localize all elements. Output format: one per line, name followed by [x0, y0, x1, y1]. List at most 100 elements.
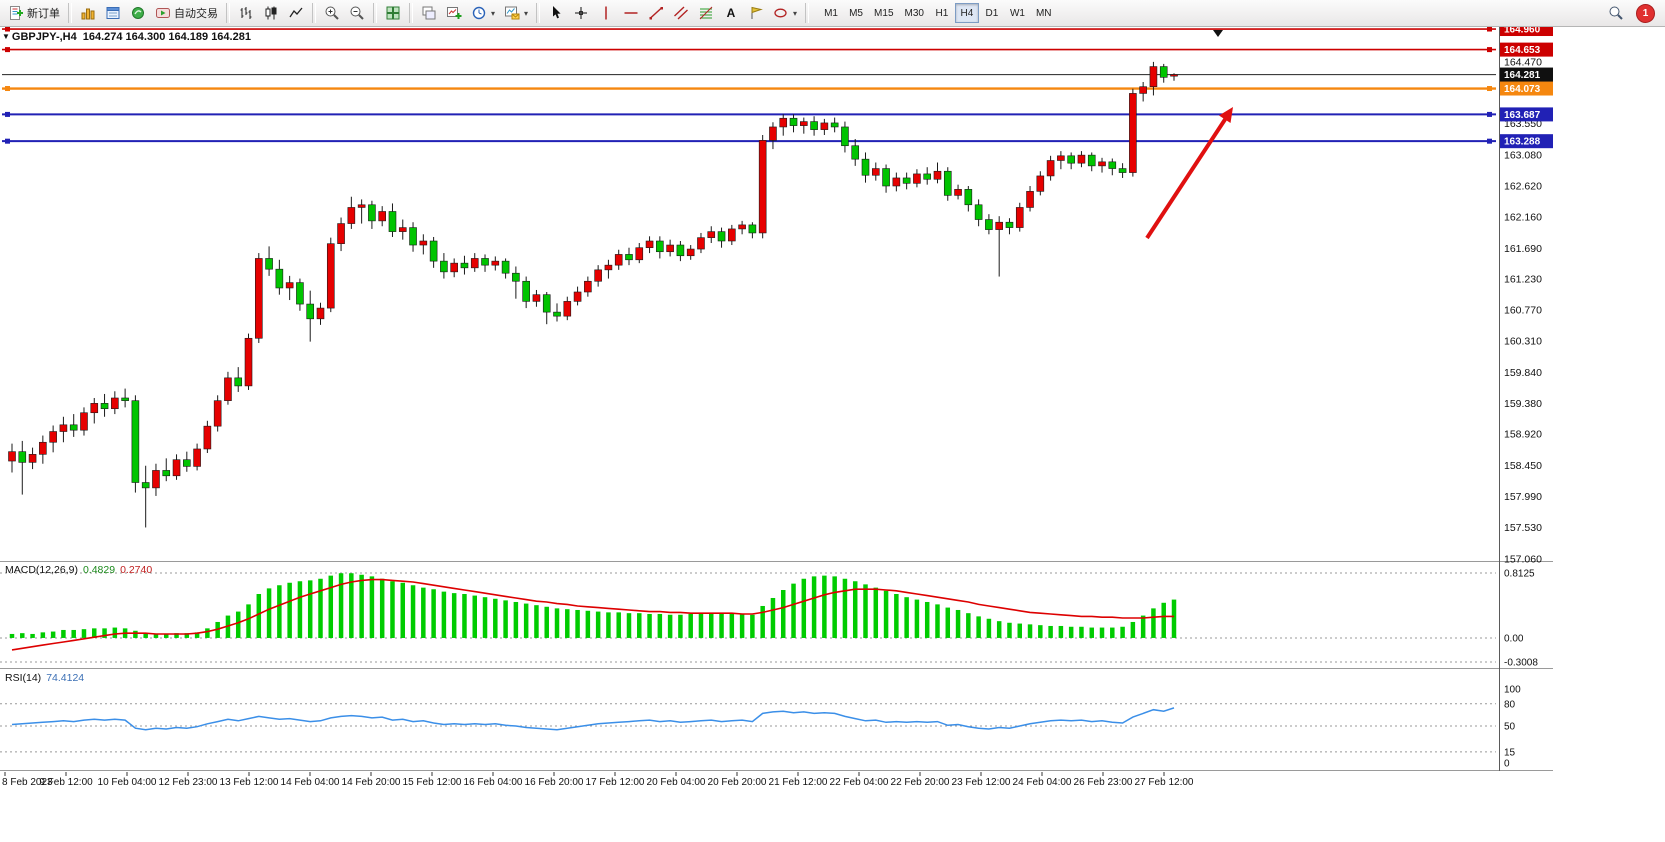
timeframe-d1[interactable]: D1 — [980, 3, 1004, 23]
svg-text:161.230: 161.230 — [1504, 274, 1542, 286]
cursor-tool-button[interactable] — [544, 2, 568, 24]
timeframe-m1[interactable]: M1 — [819, 3, 843, 23]
macd-label: MACD(12,26,9) — [5, 564, 78, 576]
macd-signal-value: 0.2740 — [120, 564, 153, 576]
svg-text:14 Feb 04:00: 14 Feb 04:00 — [281, 777, 340, 788]
chart-title: ▼ GBPJPY-,H4 164.274 164.300 164.189 164.2… — [2, 31, 251, 43]
symbol-dropdown-icon[interactable]: ▼ — [2, 32, 10, 41]
crosshair-icon — [575, 7, 588, 19]
new-order-button[interactable]: 新订单 — [4, 2, 64, 24]
text-tool-button[interactable]: A — [719, 2, 743, 24]
navigator-icon — [132, 7, 144, 19]
svg-text:159.840: 159.840 — [1504, 367, 1542, 379]
rsi-value: 74.4124 — [46, 672, 85, 684]
tile-windows-icon — [386, 6, 400, 20]
templates-icon — [505, 6, 520, 20]
fibonacci-icon — [699, 6, 713, 20]
price-chart[interactable]: 164.470163.550163.080162.620162.160161.6… — [0, 27, 1553, 790]
toolbar: 新订单 自动交易 ▾ ▾ A ▾ M1 M5 M — [0, 0, 1665, 27]
navigator-button[interactable] — [126, 2, 150, 24]
timeframe-mn[interactable]: MN — [1031, 3, 1057, 23]
svg-text:164.960: 164.960 — [1504, 27, 1541, 36]
svg-text:157.530: 157.530 — [1504, 522, 1542, 534]
periods-icon — [472, 6, 486, 20]
cascade-windows-button[interactable] — [417, 2, 441, 24]
chart-ohlc-values: 164.274 164.300 164.189 164.281 — [82, 31, 251, 43]
line-chart-mode-button[interactable] — [284, 2, 308, 24]
separator — [805, 3, 810, 23]
svg-text:162.160: 162.160 — [1504, 211, 1542, 223]
separator — [226, 3, 230, 23]
timeframe-h4[interactable]: H4 — [954, 3, 979, 23]
crosshair-tool-button[interactable] — [569, 2, 593, 24]
horizontal-line-tool-button[interactable] — [619, 2, 643, 24]
cascade-windows-icon — [422, 6, 436, 20]
bar-chart-icon — [240, 7, 252, 19]
svg-text:158.920: 158.920 — [1504, 429, 1542, 441]
rsi-indicator-title: RSI(14) 74.4124 — [5, 672, 84, 684]
new-chart-icon — [447, 7, 462, 19]
templates-button[interactable]: ▾ — [500, 2, 532, 24]
timeframe-group: M1 M5 M15 M30 H1 H4 D1 W1 MN — [819, 3, 1056, 23]
search-button[interactable] — [1604, 2, 1628, 24]
svg-text:10 Feb 04:00: 10 Feb 04:00 — [98, 777, 157, 788]
svg-text:0.8125: 0.8125 — [1504, 569, 1535, 580]
trendline-icon — [649, 7, 664, 20]
vertical-line-tool-button[interactable] — [594, 2, 618, 24]
svg-text:163.080: 163.080 — [1504, 150, 1542, 162]
svg-text:8 Feb 2023: 8 Feb 2023 — [2, 777, 53, 788]
separator — [312, 3, 316, 23]
label-icon — [751, 6, 763, 19]
svg-text:160.310: 160.310 — [1504, 335, 1542, 347]
svg-text:0: 0 — [1504, 759, 1510, 770]
timeframe-w1[interactable]: W1 — [1005, 3, 1030, 23]
svg-text:26 Feb 23:00: 26 Feb 23:00 — [1074, 777, 1133, 788]
auto-trading-label: 自动交易 — [174, 8, 218, 20]
separator — [536, 3, 541, 23]
timeframe-m15[interactable]: M15 — [869, 3, 898, 23]
separator — [68, 3, 72, 23]
timeframe-m5[interactable]: M5 — [844, 3, 868, 23]
periods-button[interactable]: ▾ — [467, 2, 499, 24]
market-watch-icon — [81, 8, 95, 20]
shapes-icon — [774, 8, 787, 18]
market-watch-button[interactable] — [76, 2, 100, 24]
svg-text:24 Feb 04:00: 24 Feb 04:00 — [1013, 777, 1072, 788]
shapes-tool-button[interactable]: ▾ — [769, 2, 801, 24]
label-tool-button[interactable] — [744, 2, 768, 24]
zoom-out-button[interactable] — [345, 2, 369, 24]
tile-windows-button[interactable] — [381, 2, 405, 24]
svg-text:157.060: 157.060 — [1504, 553, 1542, 565]
trendline-tool-button[interactable] — [644, 2, 668, 24]
caret-down-icon: ▾ — [524, 8, 529, 18]
fibonacci-tool-button[interactable] — [694, 2, 718, 24]
search-icon — [1609, 6, 1623, 20]
candlestick-mode-button[interactable] — [259, 2, 283, 24]
new-chart-button[interactable] — [442, 2, 466, 24]
svg-text:22 Feb 20:00: 22 Feb 20:00 — [891, 777, 950, 788]
autotrading-icon — [156, 8, 170, 18]
bar-chart-mode-button[interactable] — [234, 2, 258, 24]
zoom-in-button[interactable] — [320, 2, 344, 24]
svg-text:164.073: 164.073 — [1504, 84, 1541, 95]
auto-trading-button[interactable]: 自动交易 — [151, 2, 222, 24]
svg-text:A: A — [727, 6, 736, 20]
svg-text:15: 15 — [1504, 747, 1516, 758]
text-icon: A — [727, 6, 736, 20]
svg-text:17 Feb 12:00: 17 Feb 12:00 — [586, 777, 645, 788]
svg-text:164.653: 164.653 — [1504, 45, 1541, 56]
svg-text:162.620: 162.620 — [1504, 180, 1542, 192]
notification-badge[interactable]: 1 — [1636, 3, 1655, 23]
timeframe-h1[interactable]: H1 — [930, 3, 954, 23]
svg-text:159.380: 159.380 — [1504, 398, 1542, 410]
data-window-icon — [106, 7, 120, 19]
zoom-in-icon — [325, 6, 339, 20]
timeframe-m30[interactable]: M30 — [900, 3, 929, 23]
new-order-label: 新订单 — [27, 8, 60, 20]
chart-window: 164.470 163.550 163.080 162.620 162.160 161.6… — [0, 27, 1553, 790]
data-window-button[interactable] — [101, 2, 125, 24]
horizontal-line-icon — [624, 12, 638, 14]
svg-text:27 Feb 12:00: 27 Feb 12:00 — [1135, 777, 1194, 788]
channel-tool-button[interactable] — [669, 2, 693, 24]
